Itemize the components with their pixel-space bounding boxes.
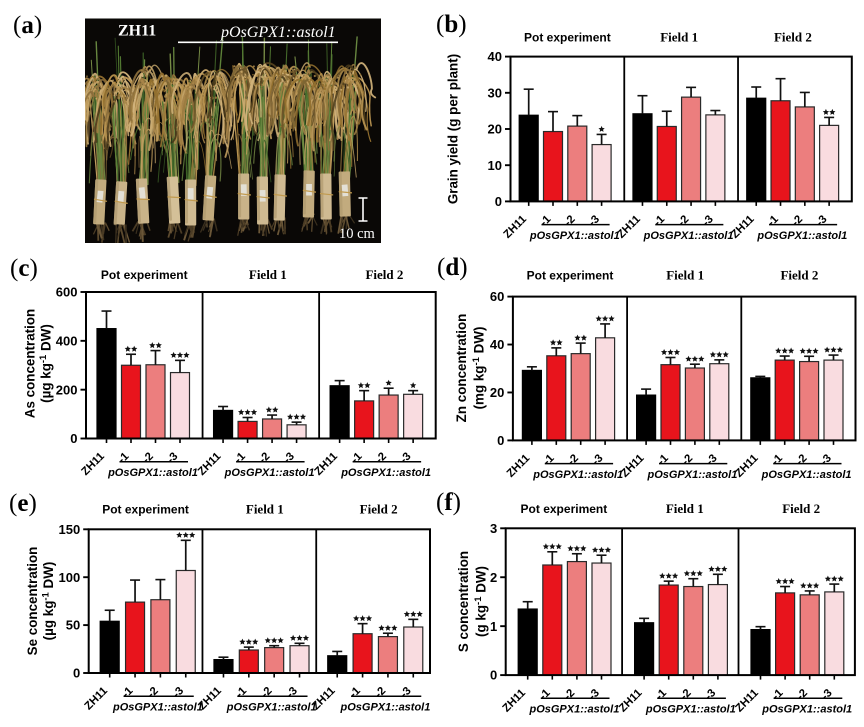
svg-text:20: 20 bbox=[488, 122, 502, 137]
svg-text:(a): (a) bbox=[13, 12, 42, 39]
svg-text:pOsGPX1::astol1: pOsGPX1::astol1 bbox=[756, 230, 847, 242]
svg-text:150: 150 bbox=[58, 522, 80, 537]
svg-text:pOsGPX1::astol1: pOsGPX1::astol1 bbox=[643, 230, 734, 242]
svg-text:pOsGPX1::astol1: pOsGPX1::astol1 bbox=[340, 702, 431, 714]
svg-text:S concentration: S concentration bbox=[456, 551, 471, 652]
svg-text:pOsGPX1::astol1: pOsGPX1::astol1 bbox=[226, 702, 317, 714]
svg-text:Pot experiment: Pot experiment bbox=[524, 30, 611, 44]
svg-text:Pot experiment: Pot experiment bbox=[102, 503, 189, 517]
svg-text:Field 2: Field 2 bbox=[780, 268, 818, 283]
svg-text:(e): (e) bbox=[9, 490, 37, 517]
svg-text:Field 1: Field 1 bbox=[666, 268, 704, 283]
svg-text:(µg kg-1 DW): (µg kg-1 DW) bbox=[41, 562, 57, 641]
svg-text:1: 1 bbox=[490, 619, 497, 634]
svg-text:Se concentration: Se concentration bbox=[25, 547, 40, 656]
svg-text:200: 200 bbox=[56, 382, 78, 397]
svg-text:pOsGPX1::astol1: pOsGPX1::astol1 bbox=[529, 230, 620, 242]
svg-text:pOsGPX1::astol1: pOsGPX1::astol1 bbox=[761, 469, 852, 481]
svg-text:40: 40 bbox=[488, 49, 502, 64]
svg-text:pOsGPX1::astol1: pOsGPX1::astol1 bbox=[646, 469, 737, 481]
svg-text:2: 2 bbox=[490, 570, 497, 585]
svg-text:Grain yield (g per plant): Grain yield (g per plant) bbox=[446, 54, 461, 204]
svg-text:(b): (b) bbox=[436, 11, 467, 38]
svg-text:pOsGPX1::astol1: pOsGPX1::astol1 bbox=[107, 467, 198, 479]
svg-text:600: 600 bbox=[56, 285, 78, 300]
svg-text:40: 40 bbox=[490, 337, 504, 352]
svg-text:0: 0 bbox=[73, 666, 80, 681]
svg-text:pOsGPX1::astol1: pOsGPX1::astol1 bbox=[645, 704, 736, 716]
svg-text:pOsGPX1::astol1: pOsGPX1::astol1 bbox=[528, 704, 619, 716]
svg-text:pOsGPX1::astol1: pOsGPX1::astol1 bbox=[224, 467, 315, 479]
svg-text:(g kg-1 DW): (g kg-1 DW) bbox=[473, 566, 489, 637]
svg-text:60: 60 bbox=[490, 289, 504, 304]
svg-text:0: 0 bbox=[490, 668, 497, 683]
svg-text:Pot experiment: Pot experiment bbox=[101, 268, 188, 282]
svg-text:Field 2: Field 2 bbox=[774, 29, 812, 44]
svg-text:Field 2: Field 2 bbox=[782, 501, 820, 516]
svg-text:400: 400 bbox=[56, 333, 78, 348]
svg-text:10 cm: 10 cm bbox=[339, 226, 376, 242]
svg-text:50: 50 bbox=[66, 618, 80, 633]
svg-text:Zn concentration: Zn concentration bbox=[454, 314, 469, 423]
svg-text:pOsGPX1::astol1: pOsGPX1::astol1 bbox=[761, 704, 852, 716]
svg-text:Field 2: Field 2 bbox=[360, 502, 398, 517]
svg-text:Pot experiment: Pot experiment bbox=[527, 269, 614, 283]
svg-text:0: 0 bbox=[497, 433, 504, 448]
svg-text:Pot experiment: Pot experiment bbox=[521, 502, 608, 516]
svg-text:Field 1: Field 1 bbox=[666, 501, 704, 516]
svg-text:(µg kg-1 DW): (µg kg-1 DW) bbox=[38, 324, 54, 403]
svg-text:3: 3 bbox=[490, 521, 497, 536]
svg-text:0: 0 bbox=[70, 431, 77, 446]
svg-text:10: 10 bbox=[488, 158, 502, 173]
svg-text:0: 0 bbox=[495, 194, 502, 209]
svg-text:(d): (d) bbox=[437, 254, 468, 281]
svg-text:Field 2: Field 2 bbox=[365, 267, 403, 282]
svg-text:pOsGPX1::astol1: pOsGPX1::astol1 bbox=[112, 702, 203, 714]
svg-text:Field 1: Field 1 bbox=[249, 267, 287, 282]
svg-text:Field 1: Field 1 bbox=[246, 502, 284, 517]
svg-text:(f): (f) bbox=[436, 489, 461, 516]
svg-text:20: 20 bbox=[490, 385, 504, 400]
svg-text:100: 100 bbox=[58, 570, 80, 585]
svg-text:pOsGPX1::astol1: pOsGPX1::astol1 bbox=[532, 469, 623, 481]
svg-text:(c): (c) bbox=[10, 255, 38, 282]
svg-text:ZH11: ZH11 bbox=[118, 23, 156, 40]
svg-text:pOsGPX1::astol1: pOsGPX1::astol1 bbox=[220, 24, 336, 41]
svg-text:(mg kg-1 DW): (mg kg-1 DW) bbox=[471, 327, 487, 410]
svg-text:30: 30 bbox=[488, 85, 502, 100]
svg-text:As concentration: As concentration bbox=[22, 309, 37, 418]
svg-text:pOsGPX1::astol1: pOsGPX1::astol1 bbox=[340, 467, 431, 479]
svg-text:Field 1: Field 1 bbox=[660, 29, 698, 44]
